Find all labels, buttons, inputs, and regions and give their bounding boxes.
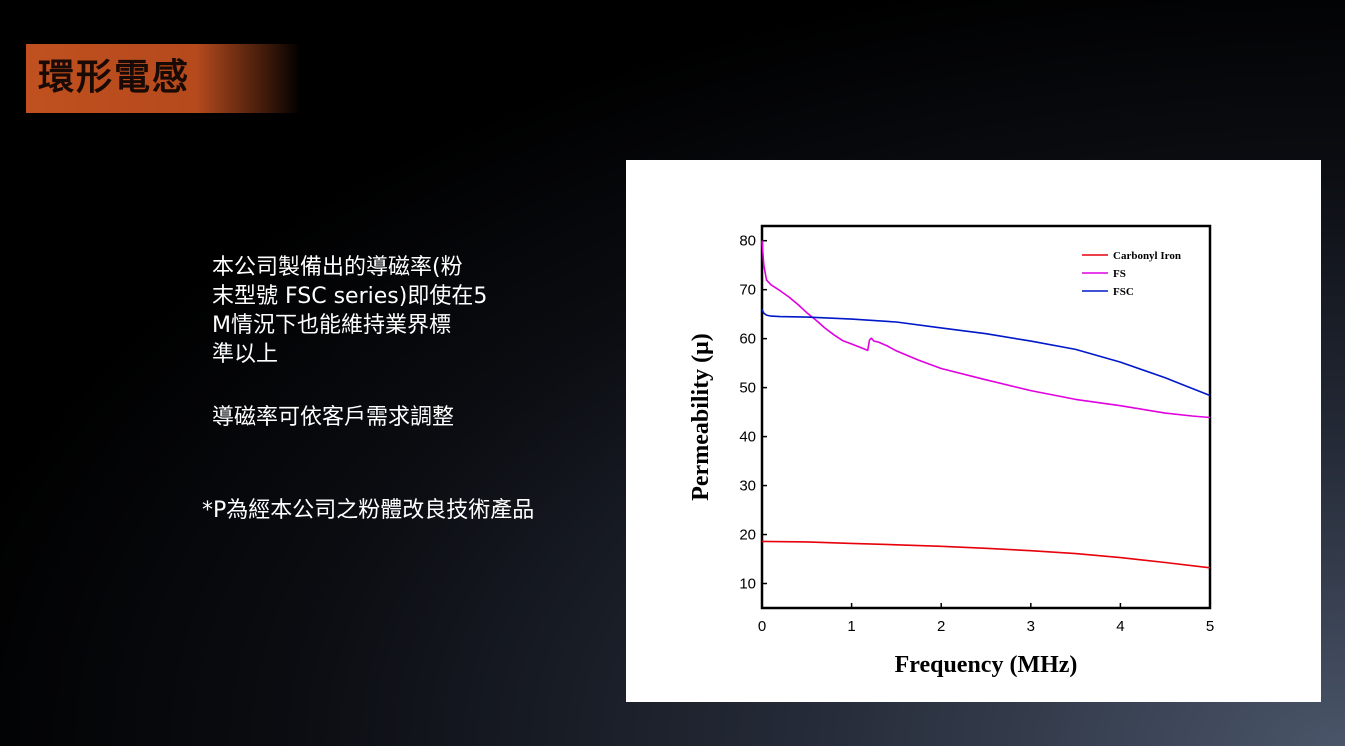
- y-tick-label: 20: [739, 527, 756, 544]
- description-block: 本公司製備出的導磁率(粉 末型號 FSC series)即使在5 M情況下也能維…: [212, 253, 532, 432]
- description-line: 導磁率可依客戶需求調整: [212, 405, 455, 430]
- series-line-carbonyl-iron: [761, 540, 1211, 569]
- x-tick-label: 2: [937, 618, 945, 635]
- description-line: 末型號 FSC series)即使在5: [212, 284, 488, 309]
- description-line: 準以上: [212, 342, 279, 367]
- plot-frame: [760, 224, 1212, 610]
- chart-legend: Carbonyl Iron FS FSC: [1082, 250, 1181, 298]
- series-lines: [761, 240, 1211, 569]
- x-tick-label: 1: [847, 618, 855, 635]
- x-axis-title: Frequency (MHz): [895, 652, 1078, 678]
- legend-label: FSC: [1113, 286, 1134, 298]
- axis-ticks: 0 1 2 3 4 5 10 20 30 40 50 60 70 80: [739, 233, 1214, 635]
- page-title: 環形電感: [38, 57, 191, 98]
- y-axis-title: Permeability (μ): [688, 333, 714, 501]
- footnote: *P為經本公司之粉體改良技術產品: [202, 498, 535, 523]
- series-line-fsc: [761, 308, 1211, 397]
- legend-label: Carbonyl Iron: [1113, 250, 1181, 262]
- y-tick-label: 80: [739, 233, 756, 250]
- series-line-fs: [761, 240, 1211, 419]
- x-tick-label: 0: [758, 618, 766, 635]
- description-line: 本公司製備出的導磁率(粉: [212, 255, 463, 280]
- legend-label: FS: [1113, 268, 1126, 280]
- permeability-chart: 0 1 2 3 4 5 10 20 30 40 50 60 70 80 Carbonyl Iron FS FS…: [688, 224, 1214, 678]
- chart-panel: 0 1 2 3 4 5 10 20 30 40 50 60 70 80 Carbonyl Iron FS FS…: [626, 160, 1321, 702]
- y-tick-label: 60: [739, 331, 756, 348]
- y-tick-label: 40: [739, 429, 756, 446]
- x-tick-label: 3: [1027, 618, 1035, 635]
- title-banner: 環形電感: [26, 44, 301, 113]
- y-tick-label: 50: [739, 380, 756, 397]
- x-tick-label: 4: [1116, 618, 1124, 635]
- x-tick-label: 5: [1206, 618, 1214, 635]
- y-tick-label: 30: [739, 478, 756, 495]
- description-line: M情況下也能維持業界標: [212, 313, 451, 338]
- y-tick-label: 10: [739, 576, 756, 593]
- y-tick-label: 70: [739, 282, 756, 299]
